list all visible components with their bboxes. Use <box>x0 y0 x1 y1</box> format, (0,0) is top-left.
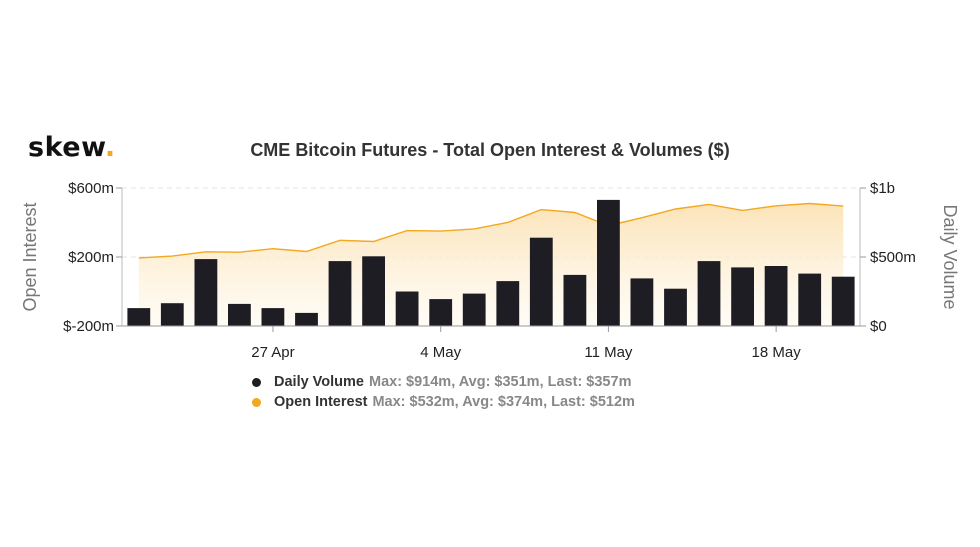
legend-dot-open-interest <box>252 397 261 407</box>
volume-bar <box>664 288 687 326</box>
legend-item-open-interest[interactable]: Open Interest Max: $532m, Avg: $374m, La… <box>252 392 635 412</box>
open-interest-line <box>138 202 844 259</box>
right-tick-label: $500m <box>870 249 916 266</box>
x-tick-label: 18 May <box>752 344 802 361</box>
volume-bar <box>295 312 318 326</box>
right-tick-label: $1b <box>870 180 895 197</box>
volume-bar <box>261 308 285 326</box>
chart-legend: Daily Volume Max: $914m, Avg: $351m, Las… <box>252 372 635 412</box>
volume-bar <box>496 281 520 326</box>
legend-name: Daily Volume <box>274 374 364 390</box>
left-tick-label: $600m <box>68 180 114 197</box>
volume-bar <box>831 276 855 326</box>
volume-bar <box>798 273 822 326</box>
legend-item-daily-volume[interactable]: Daily Volume Max: $914m, Avg: $351m, Las… <box>252 372 635 392</box>
volume-bar <box>228 303 251 326</box>
left-tick-label: $200m <box>68 249 114 266</box>
volume-bar <box>194 259 218 326</box>
legend-stats: Max: $914m, Avg: $351m, Last: $357m <box>368 374 632 390</box>
volume-bar <box>731 267 754 326</box>
legend-stats: Max: $532m, Avg: $374m, Last: $512m <box>372 394 635 410</box>
volume-bar <box>764 266 788 326</box>
volume-bar <box>362 256 385 326</box>
right-tick-label: $0 <box>870 318 887 335</box>
x-tick-label: 27 Apr <box>251 344 294 361</box>
volume-bar <box>529 237 553 326</box>
volume-bar <box>597 199 620 326</box>
skew-logo: skew. <box>28 132 116 163</box>
volume-bar <box>429 299 453 326</box>
logo-dot: . <box>104 132 116 163</box>
x-tick-label: 4 May <box>420 344 461 361</box>
legend-name: Open Interest <box>274 394 368 410</box>
volume-bar <box>563 274 587 326</box>
volume-bar <box>630 278 654 326</box>
chart-title: CME Bitcoin Futures - Total Open Interes… <box>250 140 730 160</box>
x-tick-label: 11 May <box>584 344 633 361</box>
volume-bar <box>395 291 419 326</box>
logo-text: skew <box>28 132 105 163</box>
left-tick-label: $-200m <box>63 318 114 335</box>
legend-dot-daily-volume <box>252 377 261 387</box>
volume-bar <box>328 261 352 326</box>
right-axis-title: Daily Volume <box>940 204 960 309</box>
volume-bar <box>697 261 721 326</box>
volume-bar <box>127 308 151 326</box>
volume-bar <box>462 293 486 326</box>
volume-bar <box>160 303 184 326</box>
left-axis-title: Open Interest <box>20 202 40 311</box>
